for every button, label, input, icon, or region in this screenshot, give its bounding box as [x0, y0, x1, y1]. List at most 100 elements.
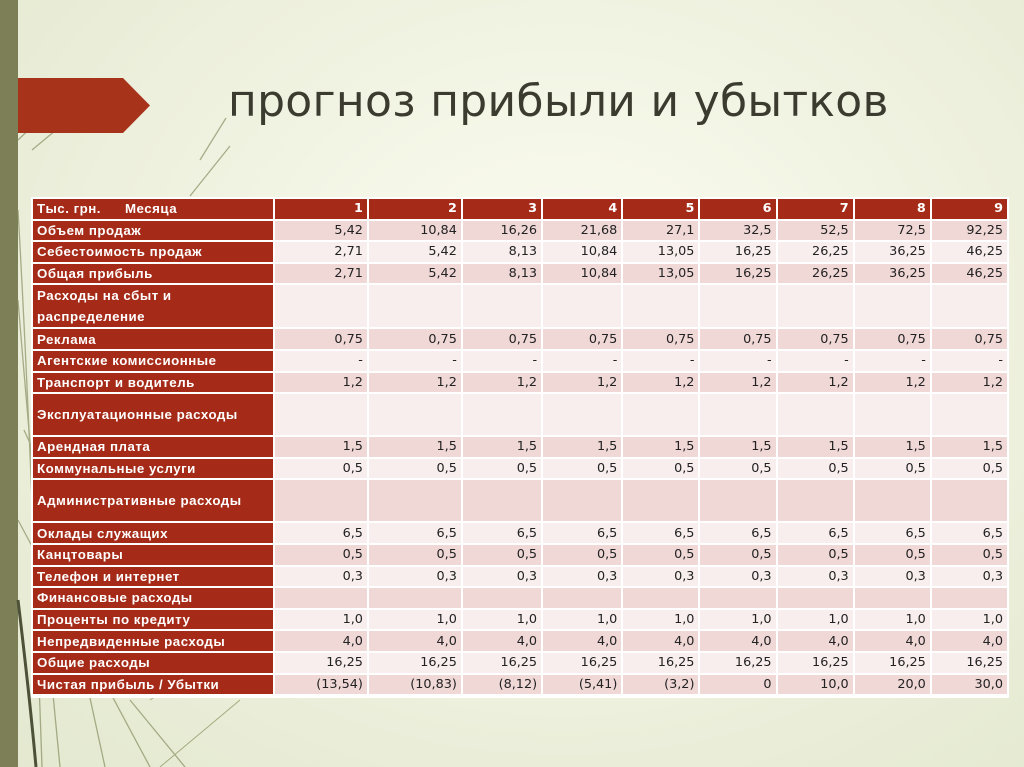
value-cell: 0,5 [275, 458, 367, 479]
value-cell [854, 588, 930, 608]
table-row: Коммунальные услуги 0,5 0,5 0,5 0,5 0,5 0,5 0,5… [33, 458, 1007, 479]
value-cell: 1,5 [462, 437, 542, 457]
value-cell: 1,0 [543, 609, 622, 630]
value-cell: 46,25 [931, 263, 1007, 284]
value-cell: 1,2 [275, 372, 367, 393]
value-cell: 1,2 [700, 372, 776, 393]
value-cell: 0,3 [368, 566, 461, 587]
value-cell: - [368, 350, 461, 371]
value-cell: (5,41) [543, 674, 622, 695]
table-row: Непредвиденные расходы 4,0 4,0 4,0 4,0 4,0 4,0… [33, 631, 1007, 651]
value-cell: 13,05 [623, 242, 699, 262]
value-cell: 52,5 [777, 220, 853, 241]
value-cell: 16,25 [543, 652, 622, 673]
value-cell: 36,25 [854, 242, 930, 262]
value-cell: 0,5 [543, 458, 622, 479]
value-cell: 1,0 [854, 609, 930, 630]
row-label-cell: Оклады служащих [33, 523, 273, 543]
value-cell: 5,42 [368, 263, 461, 284]
month-header-cell: 1 [275, 199, 367, 219]
value-cell: 36,25 [854, 263, 930, 284]
table-header-row: Тыс. грн. Месяца 1 2 3 4 5 6 7 8 9 [33, 199, 1007, 219]
value-cell: 30,0 [931, 674, 1007, 695]
value-cell [931, 285, 1007, 328]
row-label-cell: Чистая прибыль / Убытки [33, 674, 273, 695]
value-cell: 4,0 [777, 631, 853, 651]
value-cell: 1,2 [462, 372, 542, 393]
value-cell: 1,5 [368, 437, 461, 457]
value-cell: 6,5 [623, 523, 699, 543]
row-label-cell: Эксплуатационные расходы [33, 394, 273, 436]
profit-loss-table: Тыс. грн. Месяца 1 2 3 4 5 6 7 8 9 Объем продаж 5,42… [31, 197, 1009, 698]
forecast-table: Тыс. грн. Месяца 1 2 3 4 5 6 7 8 9 Объем продаж 5,42… [31, 197, 1009, 696]
table-row: Финансовые расходы [33, 588, 1007, 608]
value-cell: 1,2 [623, 372, 699, 393]
value-cell: 0,5 [931, 458, 1007, 479]
row-label-cell: Проценты по кредиту [33, 609, 273, 630]
value-cell: 1,0 [700, 609, 776, 630]
table-row: Транспорт и водитель 1,2 1,2 1,2 1,2 1,2 1,2 1,… [33, 372, 1007, 393]
value-cell: 1,2 [543, 372, 622, 393]
value-cell: 1,0 [275, 609, 367, 630]
value-cell [462, 588, 542, 608]
value-cell: 5,42 [368, 242, 461, 262]
table-row: Арендная плата 1,5 1,5 1,5 1,5 1,5 1,5 1,5 1,5 1,… [33, 437, 1007, 457]
value-cell: 2,71 [275, 242, 367, 262]
value-cell [854, 480, 930, 522]
value-cell [623, 394, 699, 436]
value-cell: 0,5 [543, 544, 622, 565]
month-header-cell: 3 [462, 199, 542, 219]
months-label: Месяца [124, 201, 178, 217]
value-cell: 1,0 [777, 609, 853, 630]
value-cell: 0,3 [462, 566, 542, 587]
value-cell: 0,75 [275, 329, 367, 349]
value-cell: - [623, 350, 699, 371]
table-row: Чистая прибыль / Убытки (13,54) (10,83) (8,… [33, 674, 1007, 695]
value-cell: - [543, 350, 622, 371]
value-cell [700, 480, 776, 522]
value-cell: 0,5 [777, 544, 853, 565]
value-cell: 32,5 [700, 220, 776, 241]
value-cell: 27,1 [623, 220, 699, 241]
value-cell: 1,5 [777, 437, 853, 457]
row-label-cell: Агентские комиссионные [33, 350, 273, 371]
value-cell: 0,5 [623, 544, 699, 565]
value-cell: 10,84 [368, 220, 461, 241]
value-cell: 6,5 [777, 523, 853, 543]
value-cell: 6,5 [275, 523, 367, 543]
value-cell: - [275, 350, 367, 371]
month-header-cell: 4 [543, 199, 622, 219]
month-header-cell: 7 [777, 199, 853, 219]
value-cell: 1,5 [543, 437, 622, 457]
value-cell: 8,13 [462, 242, 542, 262]
row-label-cell: Общая прибыль [33, 263, 273, 284]
value-cell: 16,25 [275, 652, 367, 673]
month-header-cell: 9 [931, 199, 1007, 219]
value-cell: 4,0 [623, 631, 699, 651]
value-cell [854, 394, 930, 436]
value-cell: 0,3 [777, 566, 853, 587]
value-cell: 0,75 [777, 329, 853, 349]
value-cell: 4,0 [462, 631, 542, 651]
value-cell: 1,2 [931, 372, 1007, 393]
value-cell: 0,5 [462, 458, 542, 479]
value-cell: 10,84 [543, 263, 622, 284]
value-cell: 4,0 [368, 631, 461, 651]
value-cell: - [462, 350, 542, 371]
header-label-cell: Тыс. грн. Месяца [33, 199, 273, 219]
month-header-cell: 2 [368, 199, 461, 219]
value-cell: 0,5 [700, 458, 776, 479]
row-label-cell: Финансовые расходы [33, 588, 273, 608]
value-cell: 20,0 [854, 674, 930, 695]
table-row: Общие расходы 16,25 16,25 16,25 16,25 16,25 16… [33, 652, 1007, 673]
value-cell [700, 285, 776, 328]
value-cell: 26,25 [777, 242, 853, 262]
value-cell: 0,5 [368, 458, 461, 479]
value-cell [931, 480, 1007, 522]
month-header-cell: 6 [700, 199, 776, 219]
value-cell [623, 588, 699, 608]
value-cell [777, 394, 853, 436]
value-cell: 1,0 [462, 609, 542, 630]
table-row: Оклады служащих 6,5 6,5 6,5 6,5 6,5 6,5 6,5 6,5 6… [33, 523, 1007, 543]
row-label-cell: Телефон и интернет [33, 566, 273, 587]
